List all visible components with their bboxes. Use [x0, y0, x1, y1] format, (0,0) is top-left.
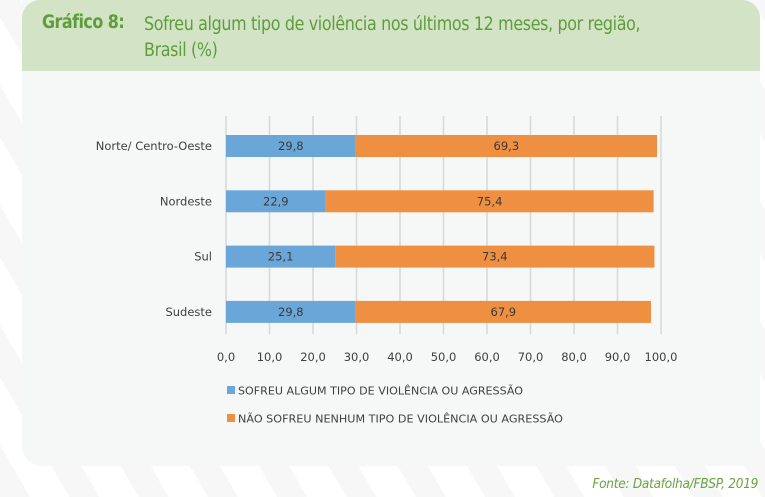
chart-title: Sofreu algum tipo de violência nos últim… — [144, 12, 677, 64]
chart-header: Gráfico 8: Sofreu algum tipo de violênci… — [22, 0, 760, 71]
legend-swatch — [227, 414, 235, 422]
bar-segment-sofreu — [226, 190, 326, 213]
x-tick-label: 90,0 — [605, 350, 631, 364]
bar-segment-sofreu — [226, 245, 336, 268]
data-label: 22,9 — [263, 194, 289, 208]
x-tick-label: 100,0 — [645, 350, 678, 364]
chart-number: Gráfico 8: — [42, 12, 125, 33]
x-tick-label: 70,0 — [518, 350, 544, 364]
x-tick-label: 50,0 — [431, 350, 457, 364]
data-label: 75,4 — [477, 194, 503, 208]
category-label: Nordeste — [160, 194, 212, 208]
x-tick-label: 80,0 — [561, 350, 587, 364]
data-label: 73,4 — [482, 250, 508, 264]
category-label: Norte/ Centro-Oeste — [96, 139, 212, 153]
x-tick-label: 30,0 — [344, 350, 370, 364]
bar-segment-sofreu — [226, 135, 356, 157]
legend-swatch — [227, 386, 235, 394]
x-tick-label: 10,0 — [257, 350, 283, 364]
x-tick-label: 60,0 — [474, 350, 500, 364]
category-label: Sudeste — [165, 305, 212, 319]
bar-segment-nao-sofreu — [355, 135, 658, 157]
bar-segment-nao-sofreu — [325, 190, 654, 213]
data-label: 69,3 — [494, 139, 520, 153]
bar-segment-nao-sofreu — [335, 245, 655, 268]
category-label: Sul — [194, 250, 212, 264]
data-label: 29,8 — [278, 305, 304, 319]
x-tick-label: 40,0 — [387, 350, 413, 364]
data-label: 67,9 — [491, 305, 517, 319]
legend-label: SOFREU ALGUM TIPO DE VIOLÊNCIA OU AGRESS… — [238, 385, 523, 398]
chart-title-line-2: Brasil (%) — [144, 40, 218, 61]
chart-card: Gráfico 8: Sofreu algum tipo de violênci… — [22, 0, 760, 466]
bar-segment-sofreu — [226, 300, 356, 323]
data-label: 25,1 — [268, 250, 294, 264]
chart-title-line-1: Sofreu algum tipo de violência nos últim… — [144, 14, 641, 35]
bar-segment-nao-sofreu — [355, 300, 651, 323]
legend-label: NÃO SOFREU NENHUM TIPO DE VIOLÊNCIA OU A… — [238, 413, 563, 426]
x-tick-label: 20,0 — [300, 350, 326, 364]
source-note: Fonte: Datafolha/FBSP, 2019 — [592, 476, 758, 492]
x-tick-label: 0,0 — [217, 350, 235, 364]
data-label: 29,8 — [278, 139, 304, 153]
